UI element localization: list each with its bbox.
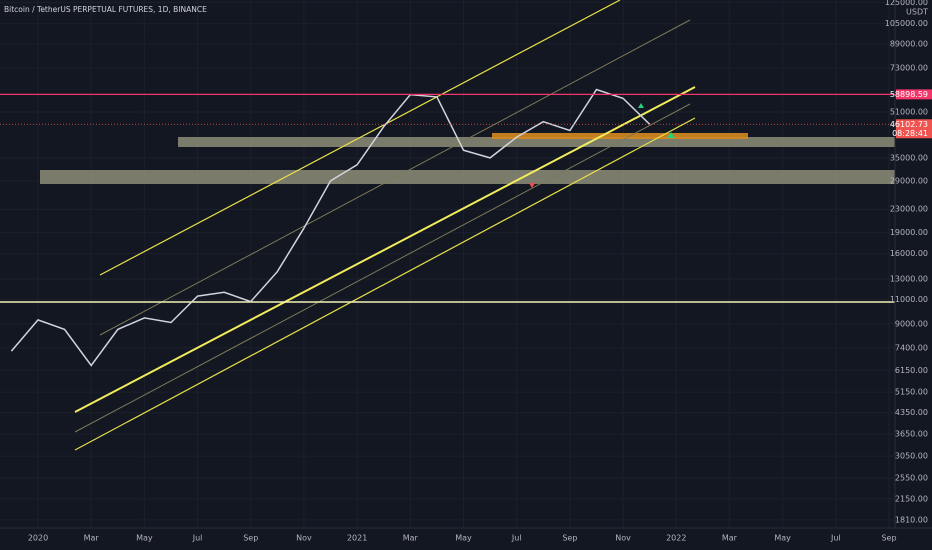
signal-arrow: [667, 132, 675, 138]
channel-line: [74, 86, 696, 413]
y-tick-label: 5150.00: [895, 388, 928, 397]
x-tick-label: 2021: [347, 534, 367, 543]
y-tick-label: 35000.00: [890, 153, 928, 162]
y-tick-label: 19000.00: [890, 228, 928, 237]
axis-labels: 125000.00 105000.00 89000.00 73000.00 51000.…: [28, 0, 932, 543]
y-tick-label: 23000.00: [890, 205, 928, 214]
y-tick-label: 89000.00: [890, 39, 928, 48]
y-tick-label: 1810.00: [895, 515, 928, 524]
y-tick-label: 3650.00: [895, 430, 928, 439]
zone: [40, 170, 895, 184]
x-tick-label: Sep: [243, 534, 258, 543]
zone: [178, 137, 895, 147]
y-tick-label: 73000.00: [890, 64, 928, 73]
price-line: [10, 88, 651, 367]
channel-line: [74, 103, 691, 433]
chart-title: Bitcoin / TetherUS PERPETUAL FUTURES, 1D…: [4, 5, 207, 14]
channel-line: [74, 117, 696, 451]
y-tick-label: 7400.00: [895, 343, 928, 352]
x-tick-label: Mar: [722, 534, 738, 543]
x-tick-label: Mar: [84, 534, 100, 543]
y-tick-label: 2150.00: [895, 494, 928, 503]
countdown: 08:28:41: [892, 129, 928, 138]
y-tick-label: 16000.00: [890, 249, 928, 258]
x-tick-label: 2022: [666, 534, 686, 543]
y-tick-label: 29000.00: [890, 176, 928, 185]
plot: [0, 88, 895, 367]
y-tick-label: 4350.00: [895, 408, 928, 417]
signal-arrow: [638, 103, 644, 108]
y-tick-label: 2550.00: [895, 473, 928, 482]
price-tag-label: 58898.59: [890, 90, 928, 99]
y-tick-label: 125000.00: [885, 0, 928, 7]
x-tick-label: Nov: [296, 534, 312, 543]
y-tick-label: 6150.00: [895, 366, 928, 375]
x-tick-label: Sep: [562, 534, 577, 543]
channel-line: [99, 19, 691, 336]
grid: [0, 0, 895, 528]
x-tick-label: Jul: [511, 534, 522, 543]
currency: USDT: [906, 8, 928, 17]
price-tag: [896, 119, 932, 139]
signal-arrow: [529, 183, 535, 188]
y-tick-label: 13000.00: [890, 274, 928, 283]
y-tick-label: 105000.00: [885, 19, 928, 28]
y-tick-label: 11000.00: [890, 295, 928, 304]
y-tick-label: 51000.00: [890, 107, 928, 116]
x-tick-label: May: [136, 534, 153, 543]
x-tick-label: May: [455, 534, 472, 543]
x-tick-label: Sep: [881, 534, 896, 543]
y-tick-label: 3050.00: [895, 452, 928, 461]
x-tick-label: 2020: [28, 534, 48, 543]
channel-line: [99, 0, 621, 276]
y-tick-label: 9000.00: [895, 319, 928, 328]
price-tag-label: 46102.73: [890, 120, 928, 129]
zone: [492, 133, 748, 139]
x-tick-label: May: [774, 534, 791, 543]
x-tick-label: Jul: [192, 534, 203, 543]
x-tick-label: Jul: [830, 534, 841, 543]
price-tag: [896, 89, 932, 100]
x-tick-label: Nov: [615, 534, 631, 543]
x-tick-label: Mar: [403, 534, 419, 543]
